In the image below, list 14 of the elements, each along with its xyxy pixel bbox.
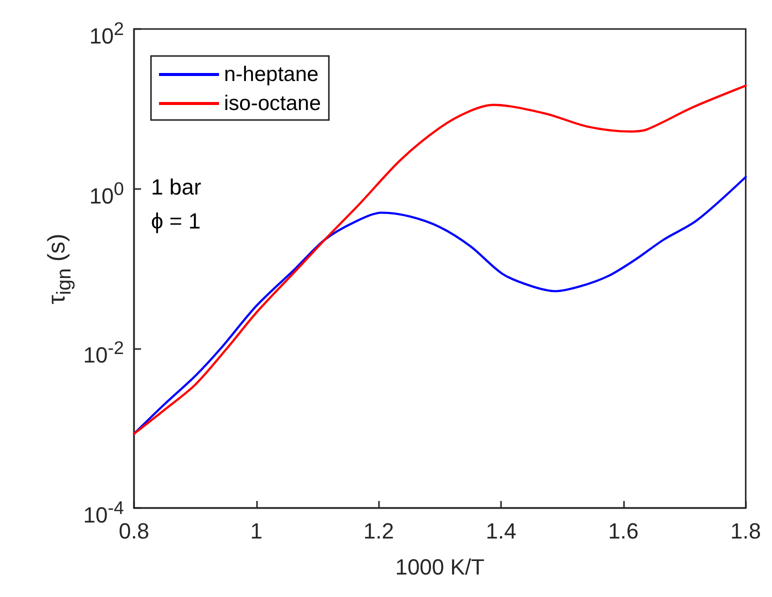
y-tick-label: 10$^{2}$ — [89, 18, 124, 48]
y-tick-label: 10$^{-2}$ — [83, 337, 124, 368]
y-tick-label: 10$^{0}$ — [89, 178, 124, 208]
x-tick-label: 1.2 — [363, 518, 394, 544]
legend-label: iso-octane — [224, 92, 321, 115]
x-axis-title: 1000 K/T — [395, 554, 484, 580]
x-tick-label: 1.6 — [608, 518, 639, 544]
x-tick-label: 0.8 — [118, 518, 150, 544]
x-tick-label: 1.4 — [486, 518, 516, 544]
x-tick-label: 1.8 — [730, 518, 762, 544]
annotation: ϕ = 1 — [151, 208, 201, 234]
annotation: 1 bar — [151, 174, 202, 200]
x-tick-label: 1 — [250, 518, 262, 544]
legend-label: n-heptane — [224, 63, 319, 86]
